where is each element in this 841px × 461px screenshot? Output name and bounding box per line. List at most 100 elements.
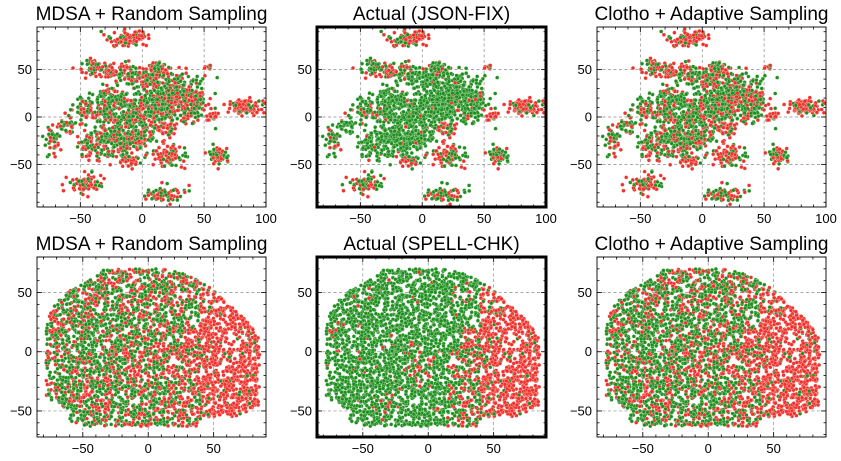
point-green bbox=[446, 132, 451, 137]
point-red bbox=[491, 161, 496, 166]
point-green bbox=[360, 182, 365, 187]
point-green bbox=[75, 144, 80, 149]
point-green bbox=[43, 143, 48, 148]
point-red bbox=[77, 186, 82, 191]
point-red bbox=[101, 32, 106, 37]
point-red bbox=[122, 77, 127, 82]
point-green bbox=[422, 133, 427, 138]
point-green bbox=[111, 144, 117, 149]
point-red bbox=[142, 137, 148, 142]
point-green bbox=[349, 124, 354, 129]
point-red bbox=[506, 110, 511, 115]
point-red bbox=[84, 115, 89, 120]
point-green bbox=[339, 119, 344, 124]
point-green bbox=[63, 128, 68, 133]
point-green bbox=[458, 79, 463, 84]
point-green bbox=[347, 129, 353, 134]
point-red bbox=[483, 150, 488, 155]
point-green bbox=[368, 139, 374, 144]
point-green bbox=[397, 132, 402, 137]
point-green bbox=[79, 61, 85, 66]
point-red bbox=[449, 193, 454, 198]
point-green bbox=[213, 126, 218, 131]
point-green bbox=[462, 110, 467, 115]
point-green bbox=[398, 35, 403, 40]
point-red bbox=[151, 60, 156, 65]
x-tick-label: 50 bbox=[197, 211, 211, 226]
point-red bbox=[130, 166, 135, 171]
point-green bbox=[488, 96, 493, 101]
point-green bbox=[433, 106, 438, 111]
point-red bbox=[173, 80, 178, 85]
point-red bbox=[122, 68, 127, 73]
point-green bbox=[359, 61, 365, 66]
point-green bbox=[430, 97, 435, 102]
point-red bbox=[86, 158, 91, 163]
point-red bbox=[203, 150, 208, 155]
point-red bbox=[208, 63, 213, 68]
point-red bbox=[374, 113, 379, 118]
point-green bbox=[431, 60, 436, 65]
y-tick-label: 50 bbox=[18, 62, 32, 77]
point-green bbox=[381, 109, 387, 114]
point-red bbox=[499, 156, 504, 161]
point-green bbox=[248, 105, 253, 110]
y-tick-label: 0 bbox=[25, 110, 32, 125]
point-green bbox=[128, 141, 133, 146]
point-red bbox=[129, 98, 134, 103]
point-green bbox=[190, 121, 195, 126]
point-green bbox=[358, 95, 363, 100]
point-red bbox=[414, 39, 419, 44]
point-green bbox=[87, 91, 92, 96]
point-green bbox=[445, 181, 450, 186]
point-green bbox=[406, 154, 411, 159]
point-red bbox=[124, 146, 129, 151]
point-red bbox=[160, 131, 165, 136]
point-green bbox=[131, 114, 136, 119]
point-red bbox=[227, 106, 232, 111]
point-red bbox=[213, 114, 218, 119]
point-green bbox=[170, 118, 175, 123]
point-red bbox=[204, 114, 209, 119]
point-red bbox=[351, 185, 356, 191]
point-red bbox=[421, 42, 426, 47]
point-green bbox=[398, 102, 403, 107]
point-red bbox=[113, 79, 119, 84]
point-red bbox=[136, 139, 141, 144]
point-red bbox=[488, 106, 494, 111]
point-red bbox=[51, 151, 57, 156]
point-red bbox=[496, 166, 501, 171]
point-green bbox=[133, 124, 139, 129]
point-red bbox=[228, 102, 233, 107]
point-green bbox=[406, 81, 411, 87]
point-green bbox=[417, 92, 422, 97]
point-red bbox=[168, 202, 173, 207]
point-green bbox=[127, 103, 132, 108]
point-red bbox=[380, 64, 385, 69]
point-green bbox=[386, 96, 391, 101]
point-green bbox=[244, 110, 249, 115]
point-green bbox=[117, 72, 122, 77]
point-green bbox=[159, 117, 164, 122]
point-green bbox=[126, 108, 131, 113]
point-green bbox=[379, 148, 385, 153]
point-green bbox=[193, 94, 198, 99]
point-green bbox=[360, 152, 365, 157]
point-green bbox=[432, 125, 437, 131]
point-green bbox=[149, 196, 155, 201]
point-red bbox=[146, 36, 151, 41]
point-red bbox=[48, 135, 53, 140]
point-red bbox=[373, 74, 379, 79]
point-green bbox=[388, 162, 393, 167]
point-red bbox=[123, 124, 128, 129]
point-green bbox=[90, 100, 95, 105]
point-green bbox=[133, 66, 138, 71]
point-red bbox=[129, 150, 134, 156]
point-green bbox=[391, 103, 396, 108]
point-green bbox=[120, 152, 125, 157]
point-green bbox=[180, 92, 185, 98]
point-green bbox=[388, 36, 393, 41]
point-green bbox=[174, 85, 179, 90]
point-green bbox=[70, 102, 75, 107]
point-red bbox=[517, 102, 522, 107]
